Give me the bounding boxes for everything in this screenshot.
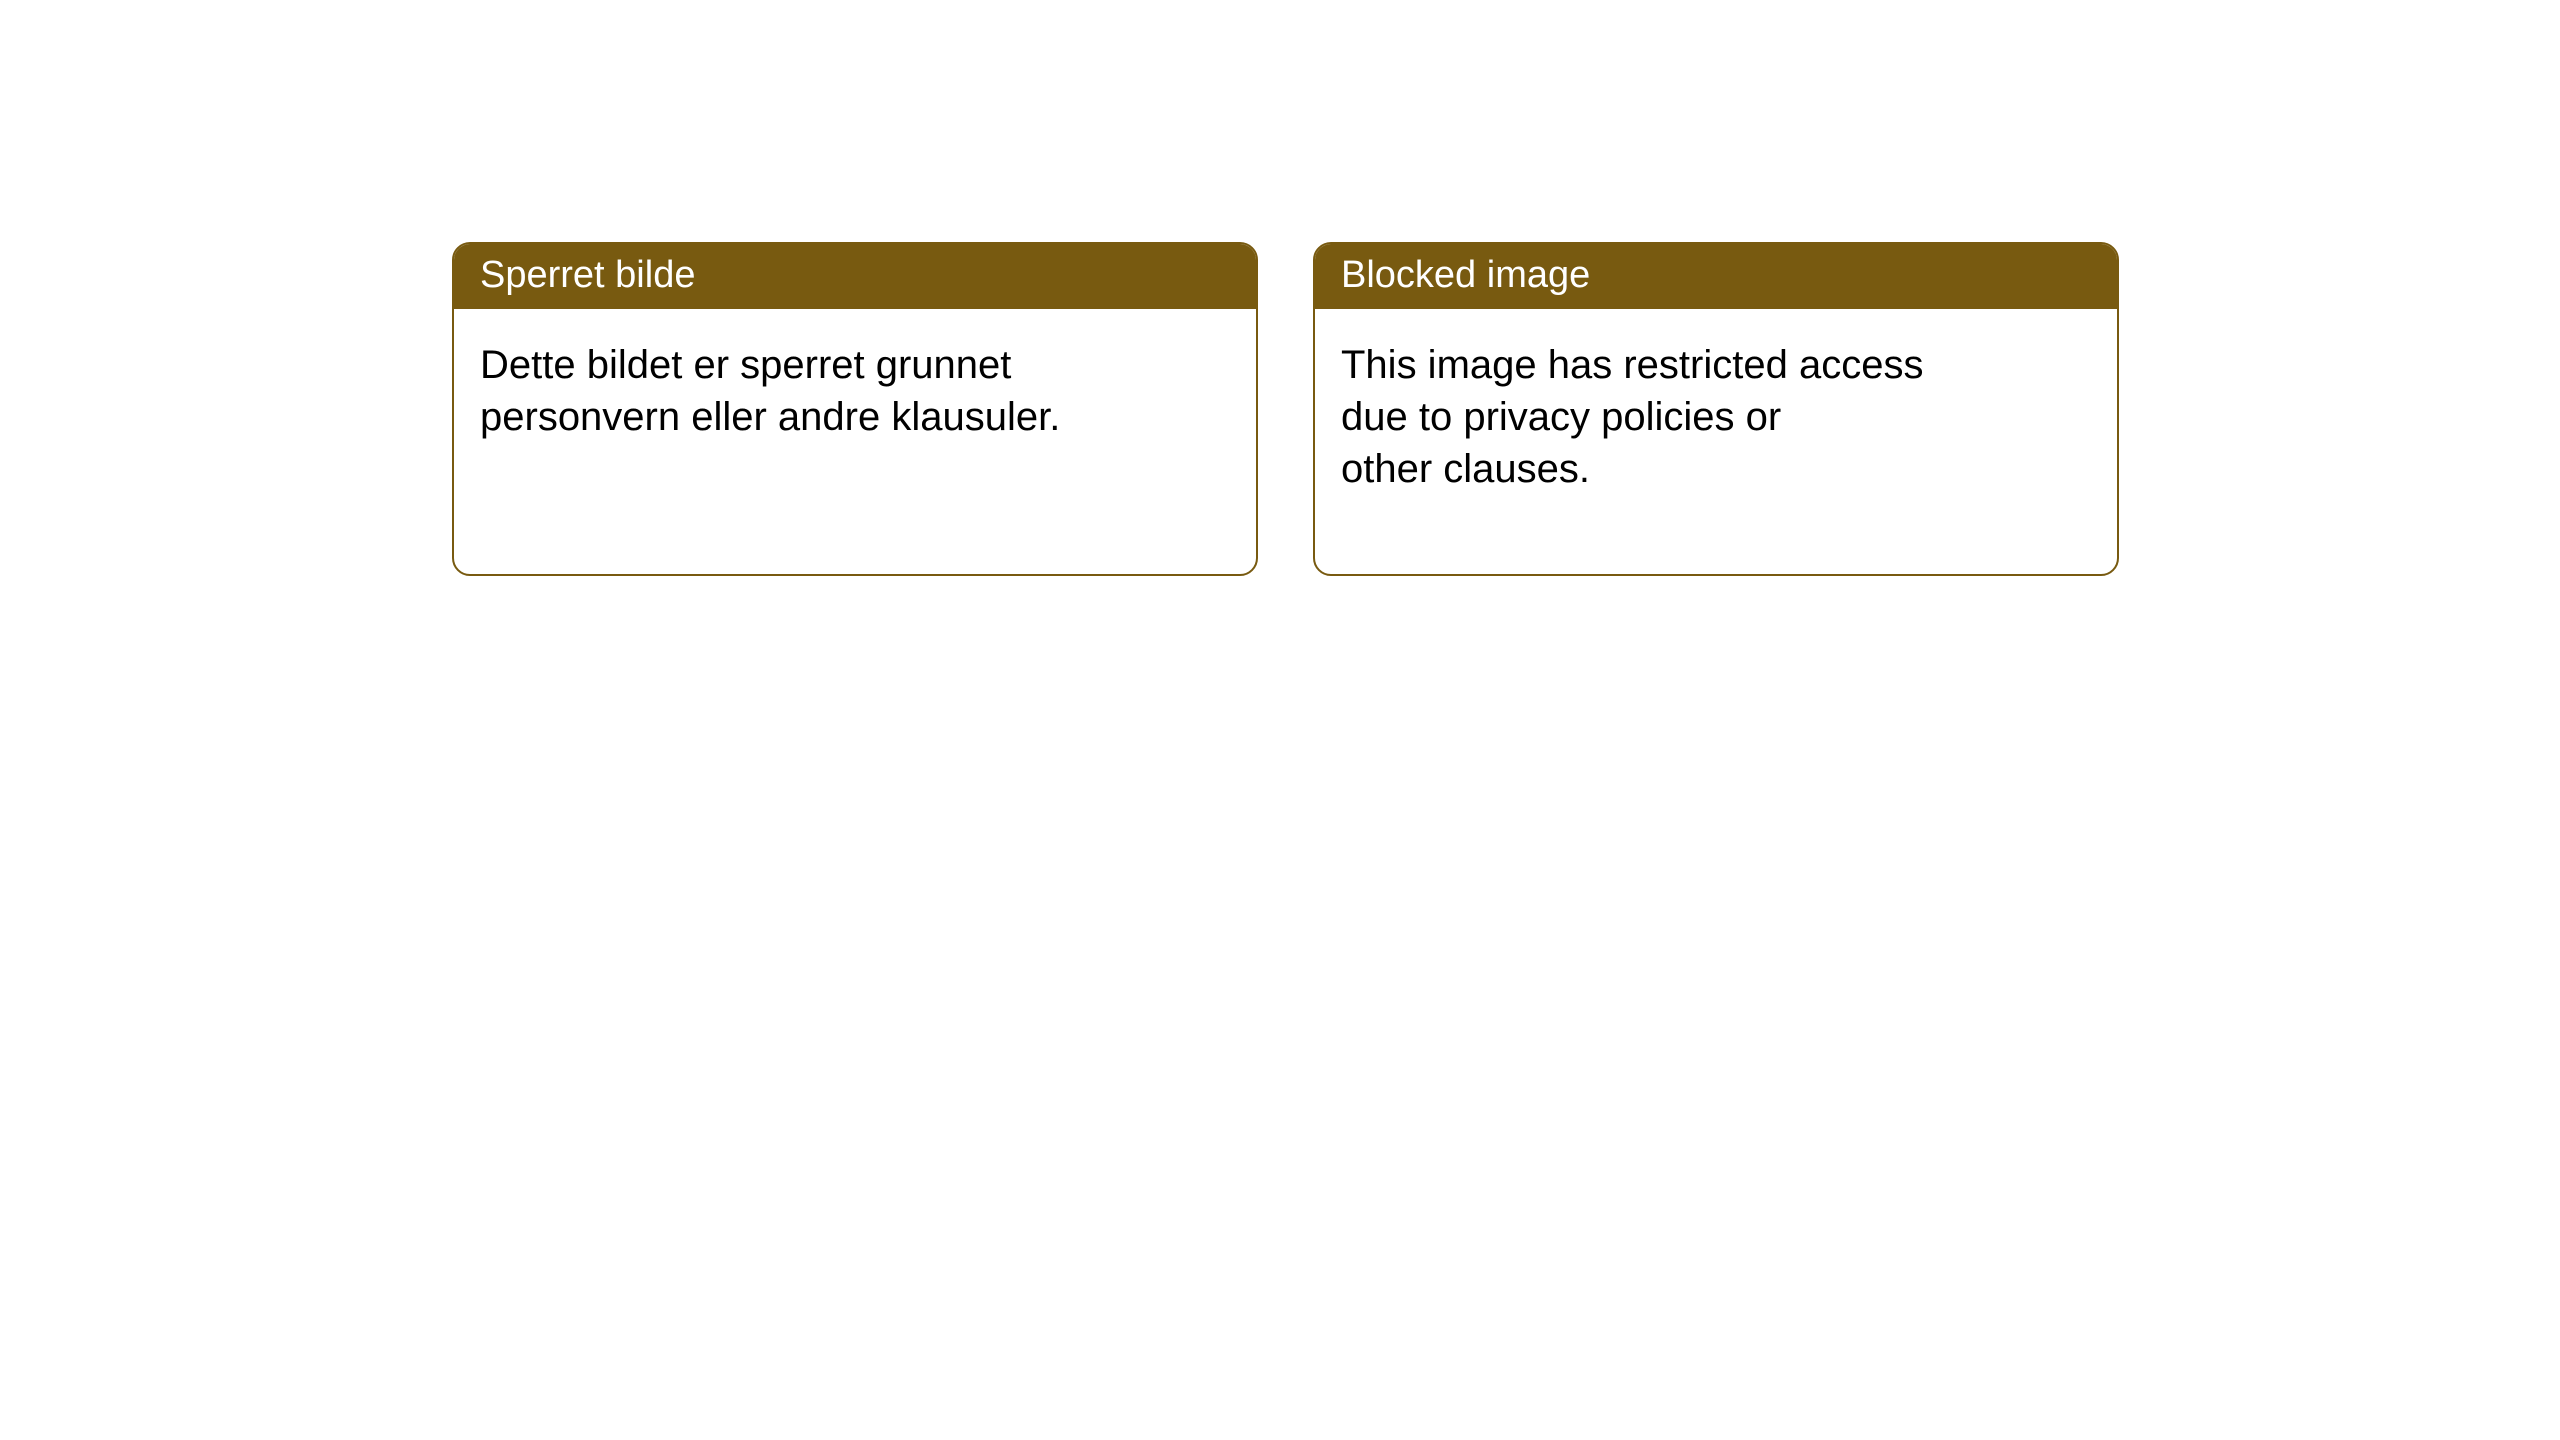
notice-body: Dette bildet er sperret grunnet personve… [454,309,1134,473]
notice-box-norwegian: Sperret bilde Dette bildet er sperret gr… [452,242,1258,576]
notice-container: Sperret bilde Dette bildet er sperret gr… [0,0,2560,576]
notice-title: Blocked image [1315,244,2117,309]
notice-box-english: Blocked image This image has restricted … [1313,242,2119,576]
notice-title: Sperret bilde [454,244,1256,309]
notice-body: This image has restricted access due to … [1315,309,1995,525]
